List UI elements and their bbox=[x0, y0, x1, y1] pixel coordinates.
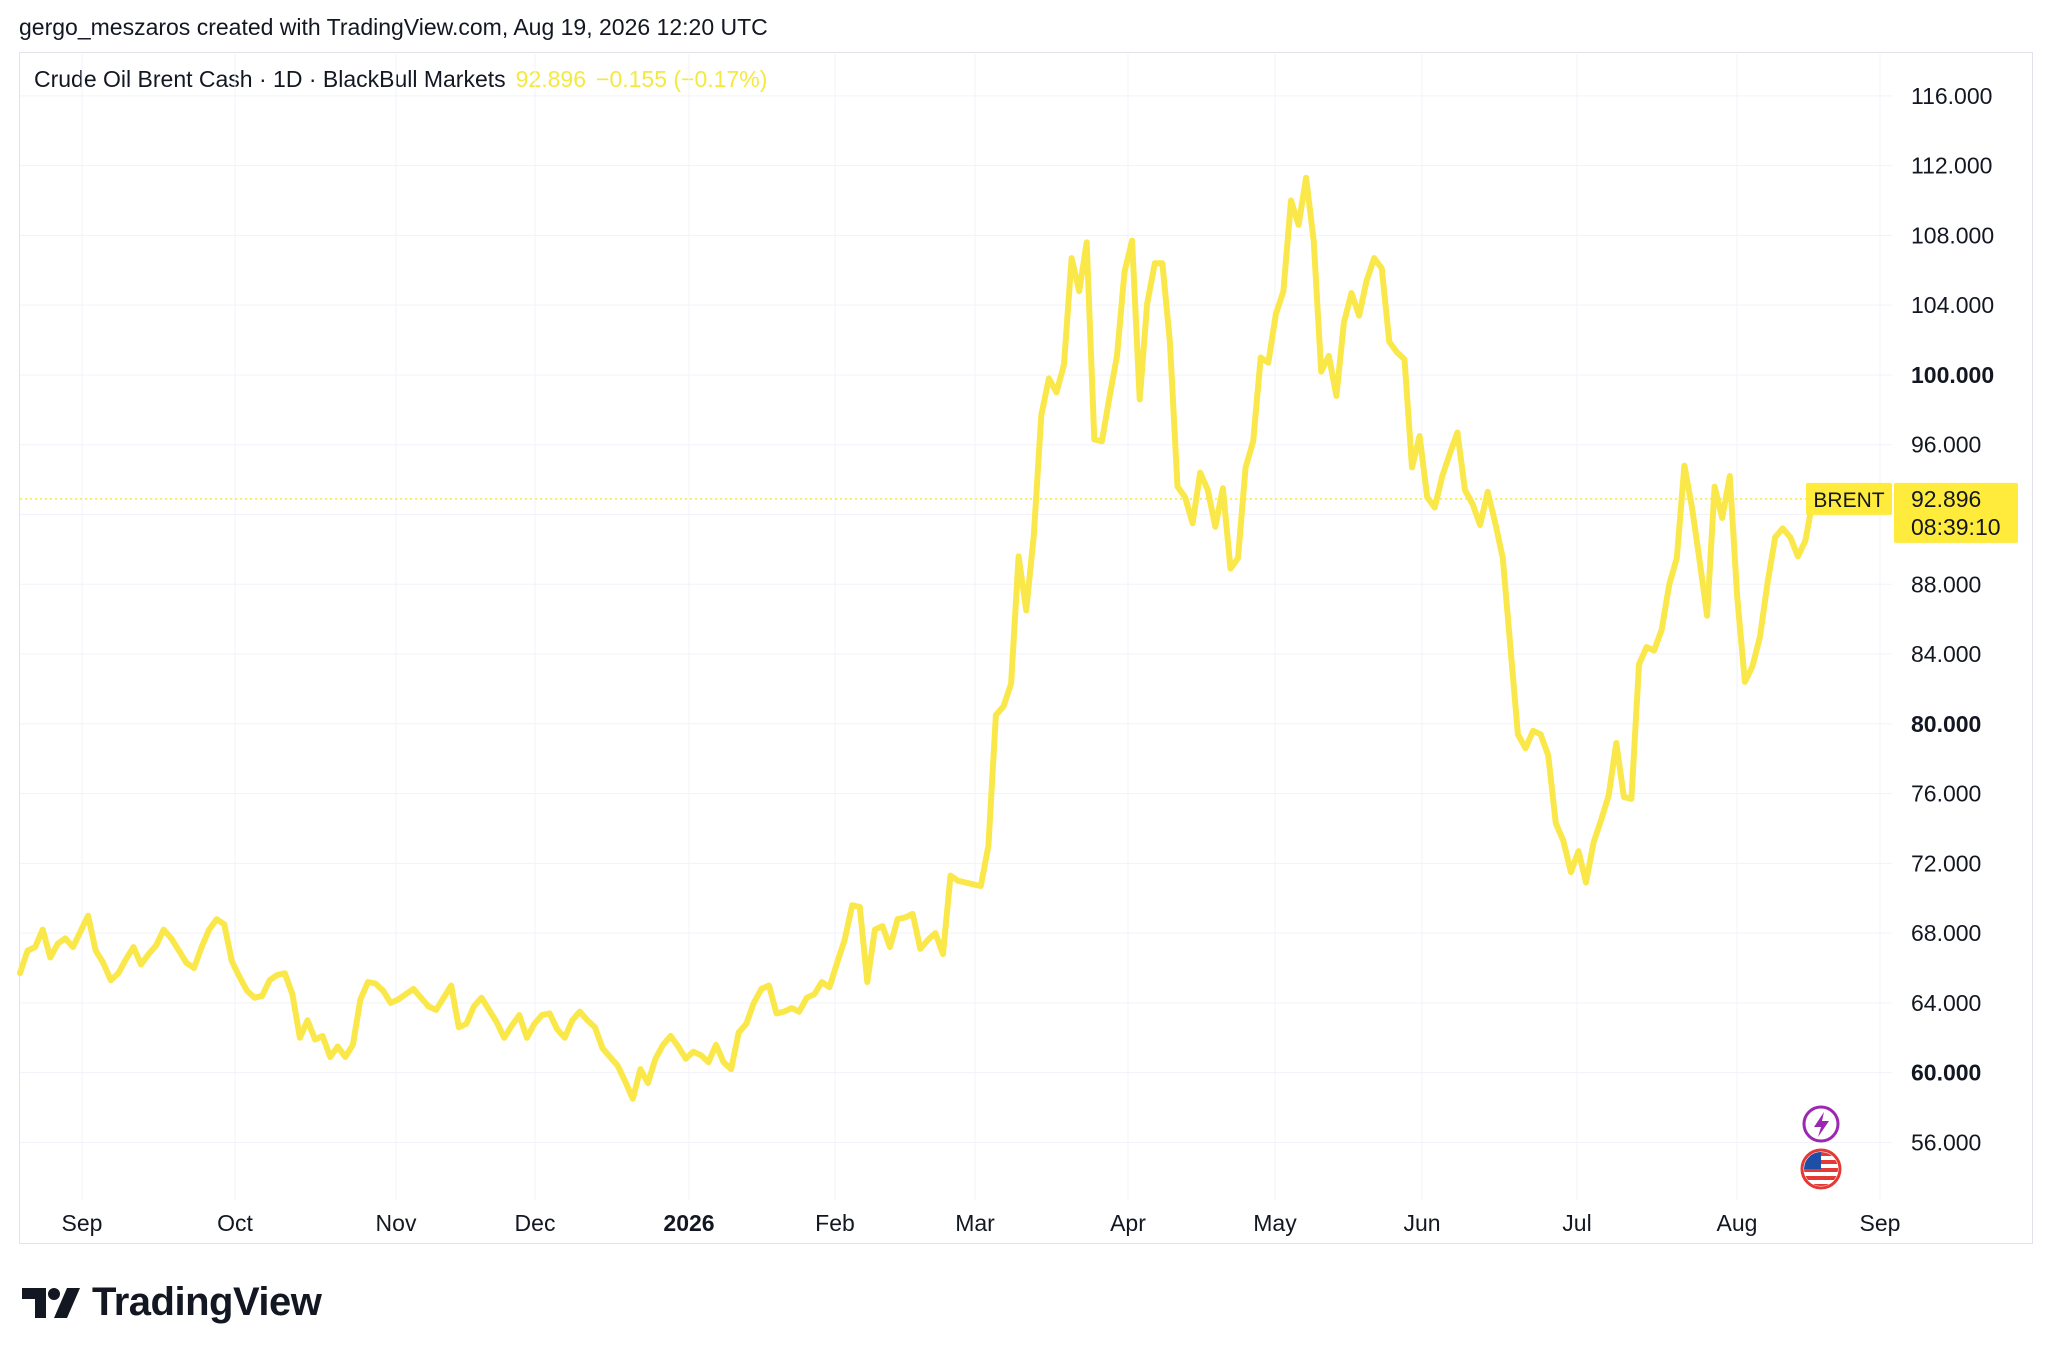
x-tick-label: Nov bbox=[376, 1210, 417, 1236]
y-tick-label: 76.000 bbox=[1911, 781, 1981, 807]
x-tick-label: Apr bbox=[1110, 1210, 1146, 1236]
legend-price: 92.896 bbox=[515, 66, 587, 92]
chart-attribution: gergo_meszaros created with TradingView.… bbox=[19, 14, 768, 40]
y-tick-label: 96.000 bbox=[1911, 432, 1981, 458]
y-tick-label: 80.000 bbox=[1911, 711, 1981, 737]
ticker-label: BRENT bbox=[1813, 489, 1884, 512]
y-tick-label: 100.000 bbox=[1911, 362, 1994, 388]
x-tick-label: Feb bbox=[815, 1210, 855, 1236]
bar-countdown: 08:39:10 bbox=[1911, 514, 2001, 540]
y-tick-label: 88.000 bbox=[1911, 571, 1981, 597]
time-axis: Sep Oct Nov Dec 2026 Feb Mar Apr May Jun Jul Aug Sep bbox=[62, 1210, 1901, 1236]
y-tick-label: 68.000 bbox=[1911, 920, 1981, 946]
x-tick-label: 2026 bbox=[663, 1210, 714, 1236]
us-flag-icon[interactable] bbox=[1800, 1148, 1842, 1190]
x-tick-label: Sep bbox=[1860, 1210, 1901, 1236]
price-axis: 116.000 112.000 108.000 104.000 100.000 96.00… bbox=[1911, 83, 1994, 1156]
price-label-bg bbox=[1894, 482, 2018, 543]
brand-name: TradingView bbox=[92, 1280, 322, 1324]
price-line bbox=[17, 174, 1816, 1102]
symbol-legend[interactable]: Crude Oil Brent Cash · 1D · BlackBull Ma… bbox=[34, 66, 767, 93]
y-tick-label: 84.000 bbox=[1911, 641, 1981, 667]
tradingview-logo[interactable]: TradingView bbox=[22, 1280, 322, 1325]
y-tick-label: 116.000 bbox=[1911, 83, 1992, 109]
y-tick-label: 60.000 bbox=[1911, 1060, 1981, 1086]
lightning-event-icon[interactable] bbox=[1802, 1105, 1840, 1143]
ticker-label-bg bbox=[1806, 482, 1892, 515]
price-label-value: 92.896 bbox=[1911, 486, 1981, 512]
legend-change: −0.155 (−0.17%) bbox=[596, 66, 768, 92]
y-tick-label: 104.000 bbox=[1911, 292, 1994, 318]
x-tick-label: Jun bbox=[1403, 1210, 1440, 1236]
y-tick-label: 72.000 bbox=[1911, 850, 1981, 876]
y-tick-label: 64.000 bbox=[1911, 990, 1981, 1016]
x-tick-label: Dec bbox=[515, 1210, 556, 1236]
x-tick-label: Aug bbox=[1717, 1210, 1758, 1236]
y-tick-label: 56.000 bbox=[1911, 1129, 1981, 1155]
y-tick-label: 112.000 bbox=[1911, 153, 1992, 179]
x-tick-label: Jul bbox=[1562, 1210, 1591, 1236]
x-tick-label: Oct bbox=[217, 1210, 253, 1236]
x-tick-label: Sep bbox=[62, 1210, 103, 1236]
x-tick-label: May bbox=[1253, 1210, 1297, 1236]
tradingview-logo-icon bbox=[22, 1287, 80, 1318]
y-tick-label: 108.000 bbox=[1911, 222, 1994, 248]
price-series bbox=[17, 174, 1816, 1102]
grid-lines bbox=[20, 54, 1892, 1200]
symbol-name: Crude Oil Brent Cash · 1D · BlackBull Ma… bbox=[34, 66, 506, 92]
x-tick-label: Mar bbox=[955, 1210, 995, 1236]
last-price-label: BRENT 92.896 08:39:10 bbox=[1806, 482, 2018, 543]
chart-pane[interactable] bbox=[19, 52, 2033, 1244]
